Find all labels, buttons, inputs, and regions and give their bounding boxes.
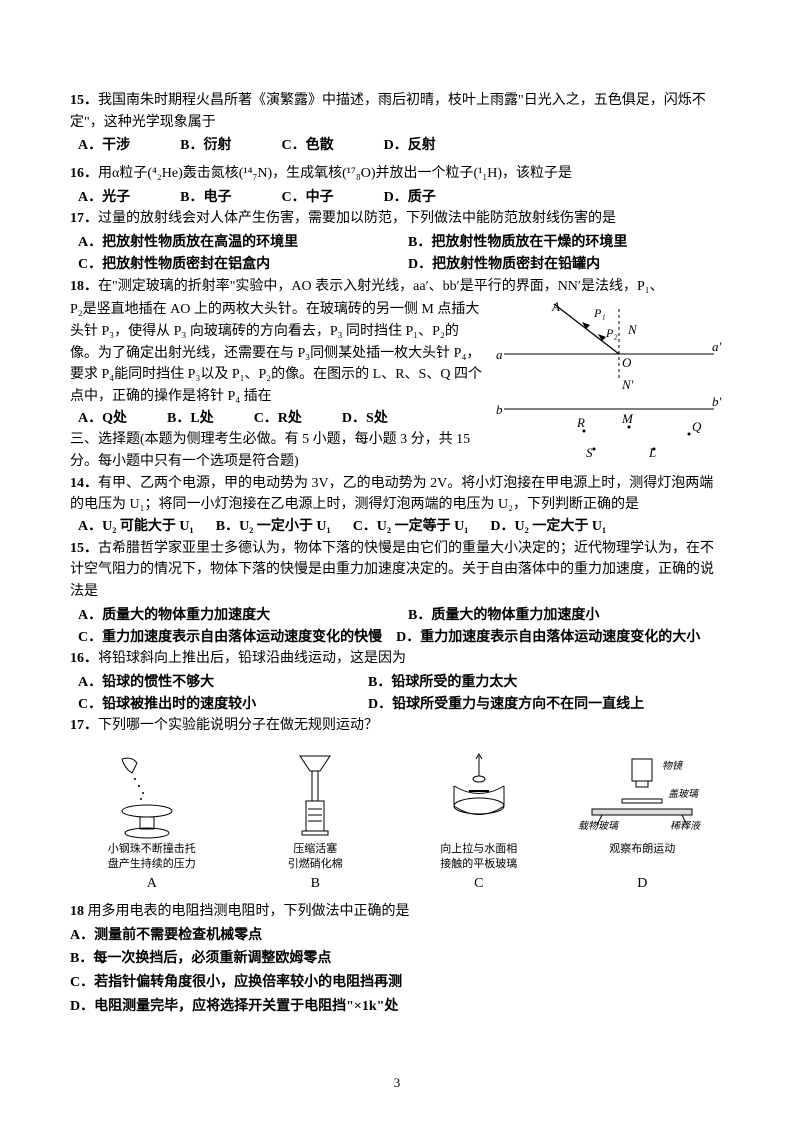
q18b-text: 18 用多用电表的电阻挡测电阻时，下列做法中正确的是 <box>70 901 724 923</box>
svg-text:a: a <box>496 347 503 362</box>
svg-text:N′: N′ <box>621 377 634 392</box>
q17-text: 17．过量的放射线会对人体产生伤害，需要加以防范，下列做法中能防范放射线伤害的是 <box>70 208 724 230</box>
q18-text1: 18．在"测定玻璃的折射率"实验中，AO 表示入射光线，aa′、bb′是平行的界… <box>70 276 724 298</box>
q15-choices: A．干涉 B．衍射 C．色散 D．反射 <box>78 135 724 157</box>
q14-text: 14．有甲、乙两个电源，甲的电动势为 3V，乙的电动势为 2V。将小灯泡接在甲电… <box>70 473 724 516</box>
svg-text:物镜: 物镜 <box>662 760 684 772</box>
svg-text:a′: a′ <box>712 339 722 354</box>
q15b-choices1: A．质量大的物体重力加速度大 B．质量大的物体重力加速度小 <box>78 605 724 627</box>
svg-text:S: S <box>586 445 593 459</box>
svg-text:Q: Q <box>692 419 702 434</box>
q17-choices: A．把放射性物质放在高温的环境里 B．把放射性物质放在干燥的环境里 <box>78 232 724 254</box>
svg-text:b′: b′ <box>712 394 722 409</box>
q16-text: 16．用α粒子(⁴₂He)轰击氮核(¹⁴₇N)，生成氧核(¹⁷₈O)并放出一个粒… <box>70 163 724 185</box>
svg-text:盖玻璃: 盖玻璃 <box>668 788 700 800</box>
svg-text:O: O <box>622 355 632 370</box>
exp-d: 物镜 盖玻璃 载物玻璃 稀释液 观察布朗运动 D <box>567 751 717 895</box>
q16b-text: 16．将铅球斜向上推出后，铅球沿曲线运动，这是因为 <box>70 648 724 670</box>
experiment-row: 小钢珠不断撞击托 盘产生持续的压力 A 压缩活塞 引燃硝化棉 B <box>70 751 724 895</box>
q18b-c: C．若指针偏转角度很小，应换倍率较小的电阻挡再测 <box>70 972 724 994</box>
q17-choices2: C．把放射性物质密封在铝盒内 D．把放射性物质密封在铅罐内 <box>78 254 724 276</box>
svg-text:A: A <box>551 299 560 314</box>
q15b-choices2: C．重力加速度表示自由落体运动速度变化的快慢 D．重力加速度表示自由落体运动速度… <box>78 627 724 649</box>
exp-c: 向上拉与水面相 接触的平板玻璃 C <box>404 751 554 895</box>
svg-text:P₂: P₂ <box>605 326 618 340</box>
refraction-diagram: A P₁ P₂ N O N′ a a′ b b′ R M Q S L <box>494 299 724 459</box>
q16b-choices2: C．铅球被推出时的速度较小 D．铅球所受重力与速度方向不在同一直线上 <box>78 694 724 716</box>
svg-text:b: b <box>496 402 503 417</box>
exp-a: 小钢珠不断撞击托 盘产生持续的压力 A <box>77 751 227 895</box>
q18-choices: A．Q处 B．L处 C．R处 D．S处 <box>78 408 484 430</box>
q15b-text: 15．古希腊哲学家亚里士多德认为，物体下落的快慢是由它们的重量大小决定的；近代物… <box>70 538 724 603</box>
svg-text:L: L <box>648 445 656 459</box>
svg-text:P₁: P₁ <box>593 306 606 320</box>
svg-text:稀释液: 稀释液 <box>670 820 702 832</box>
q15-text: 15．我国南朱时期程火昌所著《演繁露》中描述，雨后初晴，枝叶上雨露"日光入之，五… <box>70 90 724 133</box>
svg-text:N: N <box>627 322 638 337</box>
svg-text:R: R <box>576 415 585 430</box>
q17b-text: 17．下列哪一个实验能说明分子在做无规则运动？ <box>70 715 724 737</box>
q18b-b: B．每一次换挡后，必须重新调整欧姆零点 <box>70 948 724 970</box>
q18b-d: D．电阻测量完毕，应将选择开关置于电阻挡"×1k"处 <box>70 996 724 1018</box>
q14-choices: A．U₂ 可能大于 U₁ B．U₂ 一定小于 U₁ C．U₂ 一定等于 U₁ D… <box>78 516 724 538</box>
exp-b: 压缩活塞 引燃硝化棉 B <box>240 751 390 895</box>
q16-choices: A．光子 B．电子 C．中子 D．质子 <box>78 187 724 209</box>
q18b-a: A．测量前不需要检查机械零点 <box>70 925 724 947</box>
page-number: 3 <box>0 1073 794 1093</box>
svg-text:M: M <box>621 411 634 426</box>
q16b-choices1: A．铅球的惯性不够大 B．铅球所受的重力太大 <box>78 672 724 694</box>
